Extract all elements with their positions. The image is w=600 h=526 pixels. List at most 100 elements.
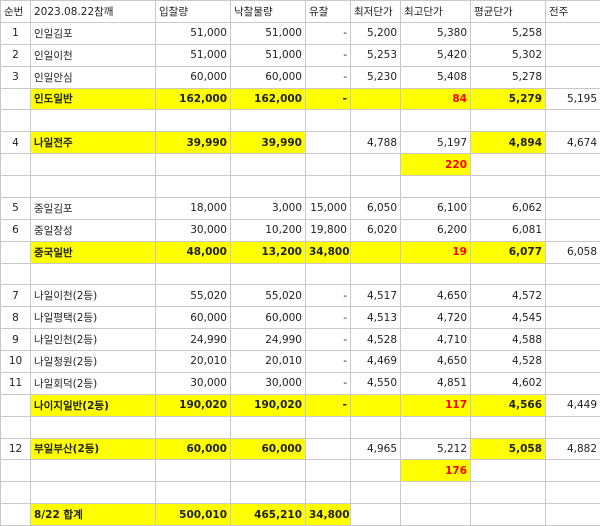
cell bbox=[306, 176, 351, 198]
cell: 나일청원(2등) bbox=[31, 351, 156, 373]
cell bbox=[1, 241, 31, 263]
cell bbox=[351, 394, 401, 416]
cell: 55,020 bbox=[231, 285, 306, 307]
cell bbox=[231, 154, 306, 176]
cell bbox=[471, 176, 546, 198]
cell: 6 bbox=[1, 219, 31, 241]
cell: 5,279 bbox=[471, 88, 546, 110]
cell bbox=[306, 154, 351, 176]
cell bbox=[351, 154, 401, 176]
cell: 5,253 bbox=[351, 44, 401, 66]
cell: 10,200 bbox=[231, 219, 306, 241]
cell: - bbox=[306, 372, 351, 394]
cell: 10 bbox=[1, 351, 31, 373]
cell: 6,050 bbox=[351, 197, 401, 219]
cell bbox=[306, 416, 351, 438]
cell bbox=[306, 263, 351, 285]
cell: 19 bbox=[401, 241, 471, 263]
cell bbox=[546, 197, 600, 219]
cell: 60,000 bbox=[231, 438, 306, 460]
cell: 51,000 bbox=[156, 44, 231, 66]
cell: 24,990 bbox=[156, 329, 231, 351]
cell bbox=[306, 482, 351, 504]
header-cell: 2023.08.22참깨 bbox=[31, 1, 156, 23]
cell: 20,010 bbox=[231, 351, 306, 373]
cell bbox=[1, 394, 31, 416]
cell: 20,010 bbox=[156, 351, 231, 373]
cell bbox=[1, 416, 31, 438]
cell: 중일김포 bbox=[31, 197, 156, 219]
cell: 4,650 bbox=[401, 285, 471, 307]
header-cell: 최고단가 bbox=[401, 1, 471, 23]
cell bbox=[471, 263, 546, 285]
cell: 60,000 bbox=[156, 438, 231, 460]
cell: 4,788 bbox=[351, 132, 401, 154]
cell bbox=[351, 176, 401, 198]
cell: 4,550 bbox=[351, 372, 401, 394]
cell: 9 bbox=[1, 329, 31, 351]
cell: 48,000 bbox=[156, 241, 231, 263]
cell: 4,517 bbox=[351, 285, 401, 307]
cell bbox=[546, 482, 600, 504]
cell bbox=[31, 263, 156, 285]
cell: 4,602 bbox=[471, 372, 546, 394]
cell: 162,000 bbox=[156, 88, 231, 110]
row bbox=[1, 110, 600, 132]
cell: 4,965 bbox=[351, 438, 401, 460]
cell bbox=[1, 176, 31, 198]
cell bbox=[156, 263, 231, 285]
cell: - bbox=[306, 329, 351, 351]
cell: 4,528 bbox=[351, 329, 401, 351]
cell: 30,000 bbox=[231, 372, 306, 394]
cell bbox=[351, 241, 401, 263]
cell: 51,000 bbox=[231, 22, 306, 44]
cell bbox=[31, 154, 156, 176]
cell bbox=[231, 460, 306, 482]
cell: - bbox=[306, 351, 351, 373]
cell bbox=[351, 482, 401, 504]
cell: - bbox=[306, 44, 351, 66]
cell: 5,380 bbox=[401, 22, 471, 44]
cell: 84 bbox=[401, 88, 471, 110]
row: 220 bbox=[1, 154, 600, 176]
cell bbox=[401, 416, 471, 438]
cell: 60,000 bbox=[231, 66, 306, 88]
cell bbox=[351, 110, 401, 132]
header-cell: 최저단가 bbox=[351, 1, 401, 23]
cell bbox=[546, 416, 600, 438]
row bbox=[1, 482, 600, 504]
cell: 220 bbox=[401, 154, 471, 176]
cell: 30,000 bbox=[156, 372, 231, 394]
cell: 5,195 bbox=[546, 88, 600, 110]
cell: 4,513 bbox=[351, 307, 401, 329]
cell: 12 bbox=[1, 438, 31, 460]
cell: 176 bbox=[401, 460, 471, 482]
cell: 51,000 bbox=[231, 44, 306, 66]
cell: 인도일반 bbox=[31, 88, 156, 110]
cell: 6,100 bbox=[401, 197, 471, 219]
cell: 나일이천(2등) bbox=[31, 285, 156, 307]
cell bbox=[231, 110, 306, 132]
cell: 인일김포 bbox=[31, 22, 156, 44]
cell: 4,572 bbox=[471, 285, 546, 307]
cell bbox=[471, 482, 546, 504]
cell: 4,894 bbox=[471, 132, 546, 154]
cell bbox=[231, 416, 306, 438]
cell: 5,258 bbox=[471, 22, 546, 44]
cell bbox=[1, 504, 31, 526]
header-cell: 전주 bbox=[546, 1, 600, 23]
cell: 5,200 bbox=[351, 22, 401, 44]
cell: - bbox=[306, 394, 351, 416]
row bbox=[1, 416, 600, 438]
cell bbox=[401, 263, 471, 285]
cell bbox=[351, 416, 401, 438]
cell: 5,212 bbox=[401, 438, 471, 460]
row bbox=[1, 176, 600, 198]
